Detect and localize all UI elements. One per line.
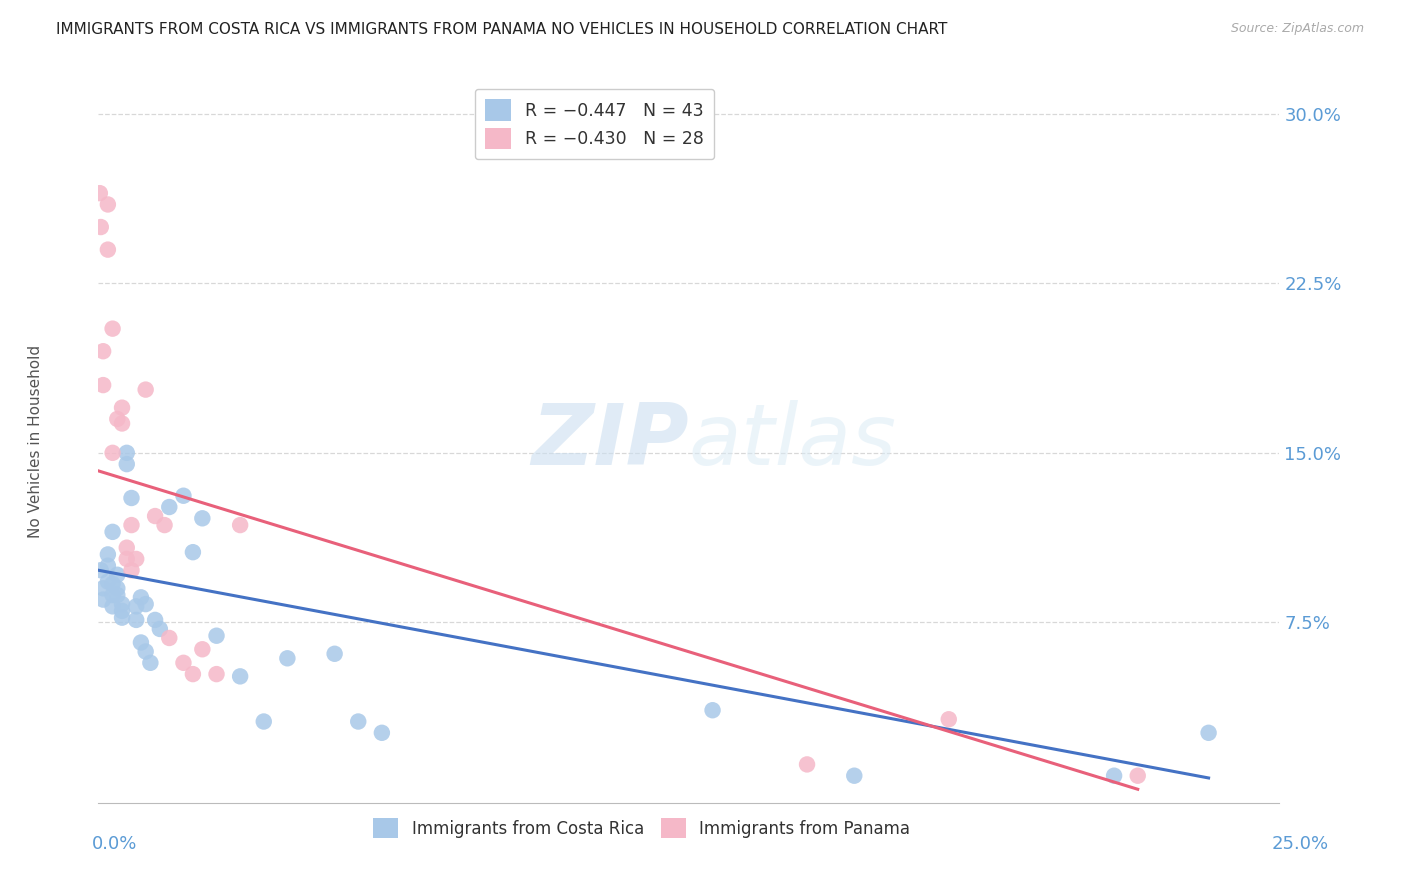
Point [105, 588, 128, 602]
Point [205, 667, 228, 681]
Point [276, 651, 298, 665]
Point [253, 714, 276, 729]
Point [101, 446, 124, 460]
Point [97, 548, 120, 562]
Point [105, 412, 128, 426]
Point [135, 644, 157, 658]
Point [181, 667, 204, 681]
Point [229, 518, 252, 533]
Point [153, 518, 176, 533]
Point [323, 647, 346, 661]
Point [97, 574, 120, 589]
Point [181, 545, 204, 559]
Point [91, 344, 114, 359]
Point [1102, 769, 1125, 783]
Point [157, 500, 180, 514]
Point [143, 613, 166, 627]
Point [702, 703, 724, 717]
Text: 25.0%: 25.0% [1271, 835, 1329, 853]
Point [347, 714, 370, 729]
Point [111, 604, 134, 618]
Point [844, 769, 866, 783]
Point [205, 629, 228, 643]
Point [89, 186, 111, 201]
Point [125, 552, 148, 566]
Text: ZIP: ZIP [531, 400, 689, 483]
Point [172, 656, 194, 670]
Point [111, 417, 134, 431]
Point [101, 321, 124, 335]
Legend: Immigrants from Costa Rica, Immigrants from Panama: Immigrants from Costa Rica, Immigrants f… [367, 812, 917, 845]
Point [121, 491, 143, 505]
Point [191, 642, 214, 657]
Point [91, 582, 114, 596]
Point [1198, 726, 1220, 740]
Point [91, 592, 114, 607]
Point [111, 401, 134, 415]
Text: IMMIGRANTS FROM COSTA RICA VS IMMIGRANTS FROM PANAMA NO VEHICLES IN HOUSEHOLD CO: IMMIGRANTS FROM COSTA RICA VS IMMIGRANTS… [56, 22, 948, 37]
Point [149, 622, 172, 636]
Point [90, 563, 112, 577]
Point [796, 757, 818, 772]
Point [105, 582, 128, 596]
Point [111, 610, 134, 624]
Point [139, 656, 162, 670]
Point [101, 588, 124, 602]
Point [129, 591, 152, 605]
Point [157, 631, 180, 645]
Point [229, 669, 252, 683]
Point [115, 446, 138, 460]
Point [105, 567, 128, 582]
Y-axis label: No Vehicles in Household: No Vehicles in Household [28, 345, 44, 538]
Point [101, 599, 124, 614]
Text: atlas: atlas [689, 400, 897, 483]
Text: Source: ZipAtlas.com: Source: ZipAtlas.com [1230, 22, 1364, 36]
Point [101, 576, 124, 591]
Point [90, 220, 112, 235]
Point [121, 563, 143, 577]
Point [111, 597, 134, 611]
Point [97, 558, 120, 573]
Point [135, 383, 157, 397]
Point [125, 613, 148, 627]
Point [121, 518, 143, 533]
Point [97, 197, 120, 211]
Point [1126, 769, 1149, 783]
Point [371, 726, 394, 740]
Point [172, 489, 194, 503]
Point [91, 378, 114, 392]
Point [125, 599, 148, 614]
Text: 0.0%: 0.0% [91, 835, 136, 853]
Point [115, 541, 138, 555]
Point [135, 597, 157, 611]
Point [938, 712, 960, 726]
Point [191, 511, 214, 525]
Point [101, 524, 124, 539]
Point [97, 243, 120, 257]
Point [115, 457, 138, 471]
Point [143, 509, 166, 524]
Point [129, 635, 152, 649]
Point [115, 552, 138, 566]
